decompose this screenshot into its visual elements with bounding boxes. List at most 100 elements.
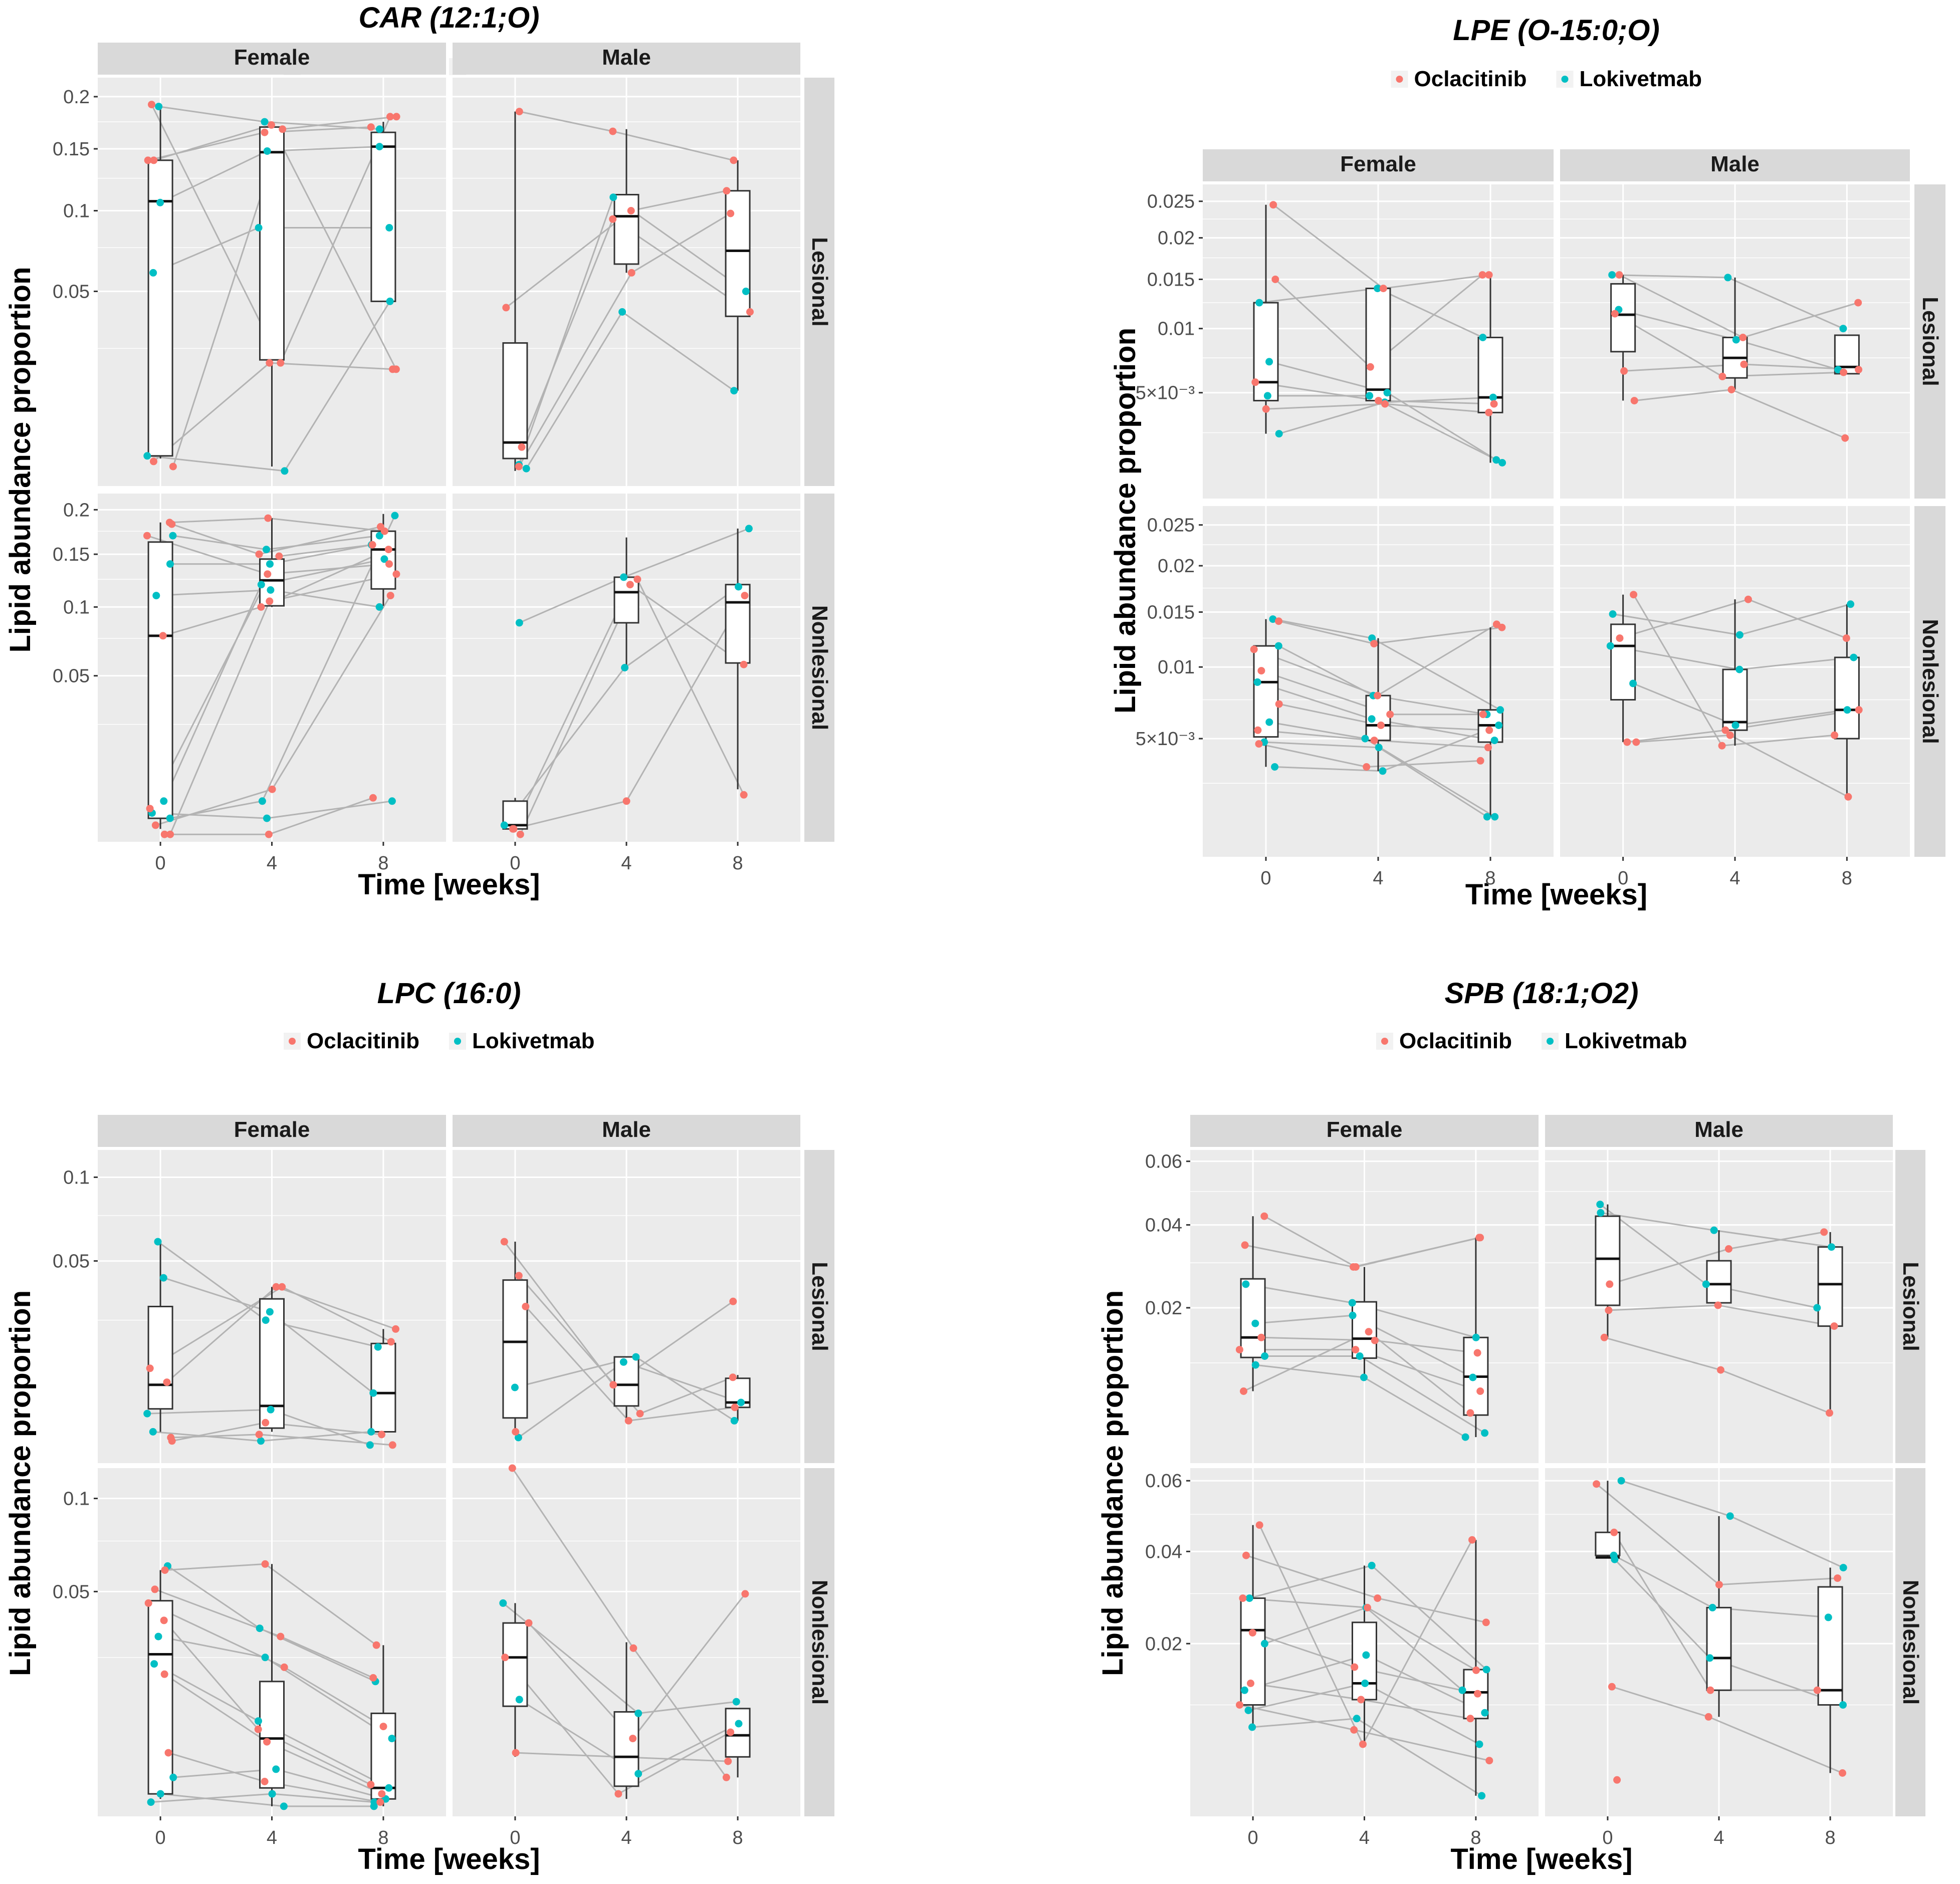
point-lokivetmab xyxy=(169,1773,177,1781)
point-oclacitinib xyxy=(1485,271,1493,279)
legend-dot-lokivetmab xyxy=(454,1038,461,1045)
point-oclacitinib xyxy=(1255,1521,1263,1529)
point-oclacitinib xyxy=(1275,700,1283,708)
point-oclacitinib xyxy=(501,1654,509,1662)
point-oclacitinib xyxy=(261,1560,269,1568)
point-lokivetmab xyxy=(1732,336,1740,344)
facet-label: Male xyxy=(602,45,651,70)
point-oclacitinib xyxy=(1606,1280,1614,1288)
point-oclacitinib xyxy=(385,560,393,568)
point-oclacitinib xyxy=(722,1773,730,1781)
point-oclacitinib xyxy=(727,1728,735,1736)
point-oclacitinib xyxy=(279,125,287,133)
box-iqr xyxy=(147,541,173,819)
point-oclacitinib xyxy=(1250,645,1258,653)
y-tick-label: 0.015 xyxy=(1147,269,1195,290)
point-lokivetmab xyxy=(1491,813,1499,821)
point-oclacitinib xyxy=(512,1428,520,1436)
panel-female-nonlesional xyxy=(98,1468,446,1816)
panel-female-nonlesional xyxy=(1190,1468,1539,1816)
point-lokivetmab xyxy=(634,1770,642,1778)
point-oclacitinib xyxy=(1716,1366,1724,1374)
point-oclacitinib xyxy=(1839,1769,1846,1777)
point-lokivetmab xyxy=(1361,1680,1369,1687)
point-lokivetmab xyxy=(155,103,163,111)
facet-label: Lesional xyxy=(807,1262,832,1351)
facet-strip-lesional xyxy=(1914,184,1945,499)
point-oclacitinib xyxy=(1478,271,1486,279)
point-oclacitinib xyxy=(1613,1776,1621,1784)
point-oclacitinib xyxy=(740,660,748,668)
point-oclacitinib xyxy=(509,825,517,833)
y-tick-label: 0.06 xyxy=(1145,1471,1182,1492)
point-lokivetmab xyxy=(258,797,266,805)
legend: Oclacitinib Lokivetmab xyxy=(1391,67,1702,91)
point-lokivetmab xyxy=(1251,1361,1259,1369)
point-lokivetmab xyxy=(375,532,383,540)
point-lokivetmab xyxy=(1375,744,1383,752)
point-oclacitinib xyxy=(622,797,630,805)
point-oclacitinib xyxy=(512,1749,520,1757)
point-oclacitinib xyxy=(367,123,375,131)
point-oclacitinib xyxy=(740,791,748,799)
point-lokivetmab xyxy=(1366,392,1374,400)
point-lokivetmab xyxy=(156,1790,164,1798)
point-lokivetmab xyxy=(1368,1561,1376,1569)
point-oclacitinib xyxy=(148,101,155,109)
point-oclacitinib xyxy=(1271,276,1279,283)
panel-male-lesional xyxy=(1545,1150,1893,1463)
point-oclacitinib xyxy=(746,308,754,316)
point-oclacitinib xyxy=(264,514,272,522)
point-oclacitinib xyxy=(159,632,167,640)
box-iqr xyxy=(259,126,285,361)
facet-strip-male xyxy=(1560,149,1910,181)
x-tick-label: 4 xyxy=(1359,1827,1370,1848)
facet-label: Male xyxy=(1710,152,1760,176)
point-oclacitinib xyxy=(1357,1696,1365,1704)
point-oclacitinib xyxy=(146,805,154,813)
point-oclacitinib xyxy=(1714,1301,1722,1309)
point-lokivetmab xyxy=(1383,389,1391,397)
point-oclacitinib xyxy=(1262,405,1270,413)
point-oclacitinib xyxy=(160,830,168,838)
point-oclacitinib xyxy=(161,1566,169,1574)
y-tick-label: 0.2 xyxy=(63,500,90,521)
point-oclacitinib xyxy=(392,1325,399,1333)
point-oclacitinib xyxy=(266,359,274,367)
box-iqr xyxy=(147,159,173,457)
point-lokivetmab xyxy=(1260,1639,1268,1647)
point-lokivetmab xyxy=(263,814,271,822)
point-oclacitinib xyxy=(609,127,617,135)
point-lokivetmab xyxy=(267,1405,275,1414)
point-oclacitinib xyxy=(727,209,735,217)
y-tick-label: 0.1 xyxy=(63,1489,90,1510)
point-oclacitinib xyxy=(1611,310,1619,318)
point-lokivetmab xyxy=(1839,325,1847,333)
point-oclacitinib xyxy=(386,592,394,600)
y-tick-label: 0.04 xyxy=(1145,1541,1182,1562)
point-oclacitinib xyxy=(500,1238,508,1246)
x-tick-label: 0 xyxy=(1260,868,1271,889)
facet-strip-female xyxy=(98,43,446,75)
point-lokivetmab xyxy=(272,1765,280,1773)
y-axis-title: Lipid abundance proportion xyxy=(1109,328,1142,714)
panel-male-nonlesional xyxy=(1560,506,1910,857)
point-oclacitinib xyxy=(164,1749,172,1757)
point-lokivetmab xyxy=(732,1698,740,1706)
point-oclacitinib xyxy=(369,794,377,802)
point-oclacitinib xyxy=(1379,285,1387,293)
facet-label: Nonlesional xyxy=(807,605,832,730)
box-iqr xyxy=(502,342,528,459)
legend-label: Lokivetmab xyxy=(1565,1029,1687,1053)
point-oclacitinib xyxy=(384,546,392,554)
facet-label: Nonlesional xyxy=(807,1580,832,1705)
x-tick-label: 8 xyxy=(1842,868,1852,889)
point-oclacitinib xyxy=(160,1670,168,1678)
point-lokivetmab xyxy=(1611,1555,1619,1563)
point-oclacitinib xyxy=(1830,1322,1838,1330)
point-oclacitinib xyxy=(1593,1480,1601,1488)
point-oclacitinib xyxy=(1240,1387,1247,1395)
point-oclacitinib xyxy=(1476,757,1484,765)
point-oclacitinib xyxy=(150,457,157,465)
point-lokivetmab xyxy=(1847,600,1855,608)
